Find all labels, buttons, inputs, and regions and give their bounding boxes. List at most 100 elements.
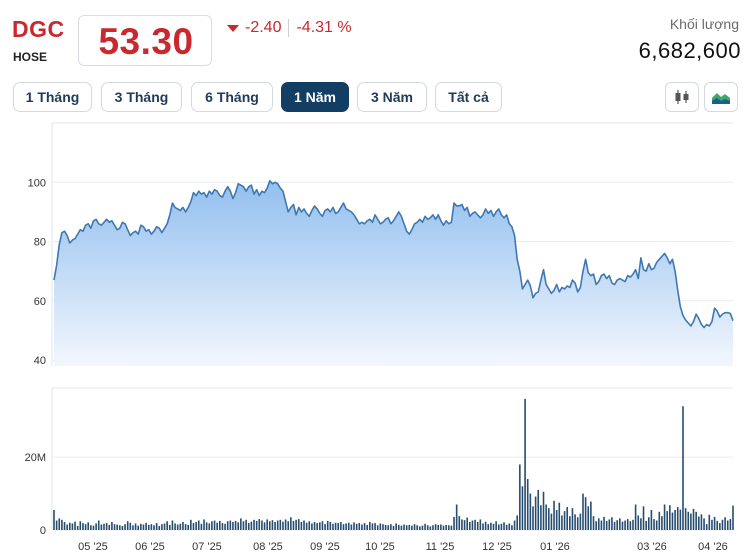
volume-bar [726, 520, 729, 530]
volume-bar [521, 486, 524, 530]
volume-bar [147, 524, 150, 530]
volume-bar [192, 523, 195, 530]
volume-bar [595, 521, 597, 530]
volume-bar [261, 520, 263, 530]
volume-bar [74, 521, 76, 530]
volume-bar [397, 524, 400, 530]
price-y-tick-label: 100 [28, 177, 46, 189]
volume-gridlines [51, 387, 733, 531]
volume-bar [253, 519, 255, 530]
volume-bar [134, 523, 137, 530]
volume-bar [476, 521, 479, 530]
volume-bar [76, 525, 79, 530]
volume-bar [108, 524, 111, 530]
volume-bar [395, 523, 397, 530]
volume-bar [511, 525, 513, 530]
volume-bar [211, 521, 213, 530]
volume-bar [590, 501, 592, 530]
volume-bar [66, 524, 68, 530]
tab-all[interactable]: Tất cả [435, 82, 502, 112]
volume-bar [203, 519, 205, 530]
volume-bar [711, 519, 713, 530]
volume-bar [432, 525, 434, 530]
volume-bar [490, 522, 492, 530]
tab-1-month[interactable]: 1 Tháng [13, 82, 92, 112]
x-axis: 05 '25 06 '25 07 '25 08 '25 09 '25 10 '25 11 '… [78, 541, 728, 553]
volume-bar [532, 506, 534, 530]
volume-bar [569, 516, 571, 530]
price-line [53, 179, 734, 329]
volume-bar [671, 512, 674, 530]
volume-bar [200, 523, 203, 530]
volume-bar [308, 521, 311, 530]
tab-3-years[interactable]: 3 Năm [357, 82, 427, 112]
volume-bar [605, 520, 608, 530]
volume-bar [411, 525, 413, 530]
volume-bar [195, 521, 197, 530]
volume-bar [676, 507, 679, 530]
volume-bar [279, 519, 282, 530]
volume-bar [61, 519, 63, 530]
volume-bar [321, 521, 324, 530]
volume-bar [240, 518, 242, 530]
volume-bar [369, 521, 371, 530]
volume-bar [719, 523, 721, 530]
x-tick-label: 01 '26 [540, 541, 570, 553]
volume-bar [340, 521, 342, 530]
volume-bar [342, 524, 345, 530]
x-tick-label: 09 '25 [310, 541, 340, 553]
caret-down-icon [227, 25, 239, 32]
volume-bar [700, 514, 703, 530]
volume-bar [221, 523, 224, 530]
range-toolbar: 1 Tháng 3 Tháng 6 Tháng 1 Năm 3 Năm Tất … [0, 82, 753, 114]
volume-bar [229, 520, 232, 530]
volume-bar [113, 524, 116, 530]
volume-bar [697, 516, 700, 530]
volume-bar [213, 520, 216, 530]
volume-bar [603, 516, 605, 530]
volume-bar [542, 491, 545, 530]
volume-bar [363, 523, 366, 530]
volume-bar [179, 523, 182, 530]
volume-bar [508, 523, 511, 530]
volume-bar [374, 523, 376, 530]
x-tick-label: 03 '26 [637, 541, 667, 553]
volume-bar [353, 522, 355, 530]
volume-bar [79, 521, 82, 530]
tab-3-months[interactable]: 3 Tháng [101, 82, 182, 112]
volume-bar [350, 524, 353, 530]
volume-bar [274, 521, 276, 530]
volume-bar [295, 519, 297, 530]
volume-bar [137, 525, 140, 530]
volume-bar [503, 522, 505, 530]
volume-bar [658, 511, 661, 530]
volume-bar [495, 521, 497, 530]
volume-bar [561, 515, 563, 530]
volume-bar [155, 523, 158, 530]
volume-bar [419, 526, 421, 530]
volume-bar [576, 517, 579, 530]
volume-bar [126, 521, 129, 530]
volume-value: 6,682,600 [638, 38, 741, 63]
volume-bar [184, 524, 187, 530]
candlestick-button[interactable] [665, 82, 699, 112]
volume-bar [358, 523, 361, 530]
volume-bar [329, 521, 332, 530]
volume-bars [53, 398, 734, 530]
tab-1-year[interactable]: 1 Năm [281, 82, 349, 112]
volume-bar [311, 523, 313, 530]
tab-6-months[interactable]: 6 Tháng [191, 82, 273, 112]
volume-bar [176, 524, 179, 530]
volume-bar [87, 522, 90, 530]
volume-bar [303, 520, 305, 530]
area-chart-button[interactable] [704, 82, 738, 112]
volume-bar [500, 523, 503, 530]
volume-bar [713, 516, 716, 530]
volume-bar [319, 522, 321, 530]
volume-bar [682, 406, 684, 530]
volume-bar [376, 525, 379, 530]
volume-bar [366, 524, 368, 530]
volume-bar [371, 523, 374, 530]
volume-bar [482, 523, 484, 530]
